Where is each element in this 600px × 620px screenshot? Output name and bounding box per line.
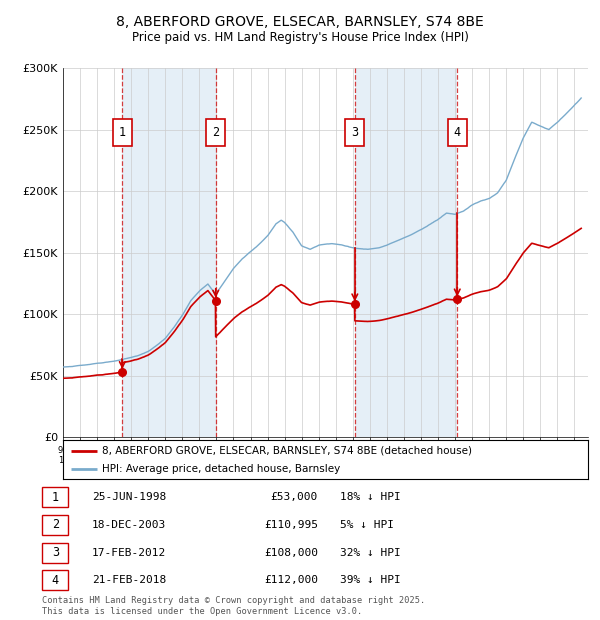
Text: Price paid vs. HM Land Registry's House Price Index (HPI): Price paid vs. HM Land Registry's House … [131,31,469,44]
Text: 4: 4 [454,126,461,139]
Text: 3: 3 [351,126,358,139]
Bar [113,118,131,146]
Text: 21-FEB-2018: 21-FEB-2018 [92,575,166,585]
Text: 1: 1 [52,491,59,504]
Bar [42,542,68,562]
Text: Contains HM Land Registry data © Crown copyright and database right 2025.
This d: Contains HM Land Registry data © Crown c… [42,596,425,616]
Text: £110,995: £110,995 [264,520,318,530]
Bar [42,515,68,535]
Bar [122,68,216,437]
Bar [448,118,467,146]
Text: 25-JUN-1998: 25-JUN-1998 [92,492,166,502]
Text: 2: 2 [212,126,219,139]
Text: 2: 2 [52,518,59,531]
Text: 4: 4 [52,574,59,587]
Bar [206,118,225,146]
Text: HPI: Average price, detached house, Barnsley: HPI: Average price, detached house, Barn… [103,464,341,474]
Bar [355,68,457,437]
Bar [346,118,364,146]
Text: 18-DEC-2003: 18-DEC-2003 [92,520,166,530]
Text: 5% ↓ HPI: 5% ↓ HPI [340,520,394,530]
Text: £53,000: £53,000 [271,492,318,502]
Text: 3: 3 [52,546,59,559]
Text: £112,000: £112,000 [264,575,318,585]
Text: 18% ↓ HPI: 18% ↓ HPI [340,492,401,502]
Text: 32% ↓ HPI: 32% ↓ HPI [340,547,401,557]
Text: 8, ABERFORD GROVE, ELSECAR, BARNSLEY, S74 8BE (detached house): 8, ABERFORD GROVE, ELSECAR, BARNSLEY, S7… [103,446,472,456]
Text: 1: 1 [119,126,126,139]
Text: 8, ABERFORD GROVE, ELSECAR, BARNSLEY, S74 8BE: 8, ABERFORD GROVE, ELSECAR, BARNSLEY, S7… [116,16,484,30]
Bar [42,570,68,590]
Text: 17-FEB-2012: 17-FEB-2012 [92,547,166,557]
Bar [42,487,68,507]
Text: £108,000: £108,000 [264,547,318,557]
Text: 39% ↓ HPI: 39% ↓ HPI [340,575,401,585]
